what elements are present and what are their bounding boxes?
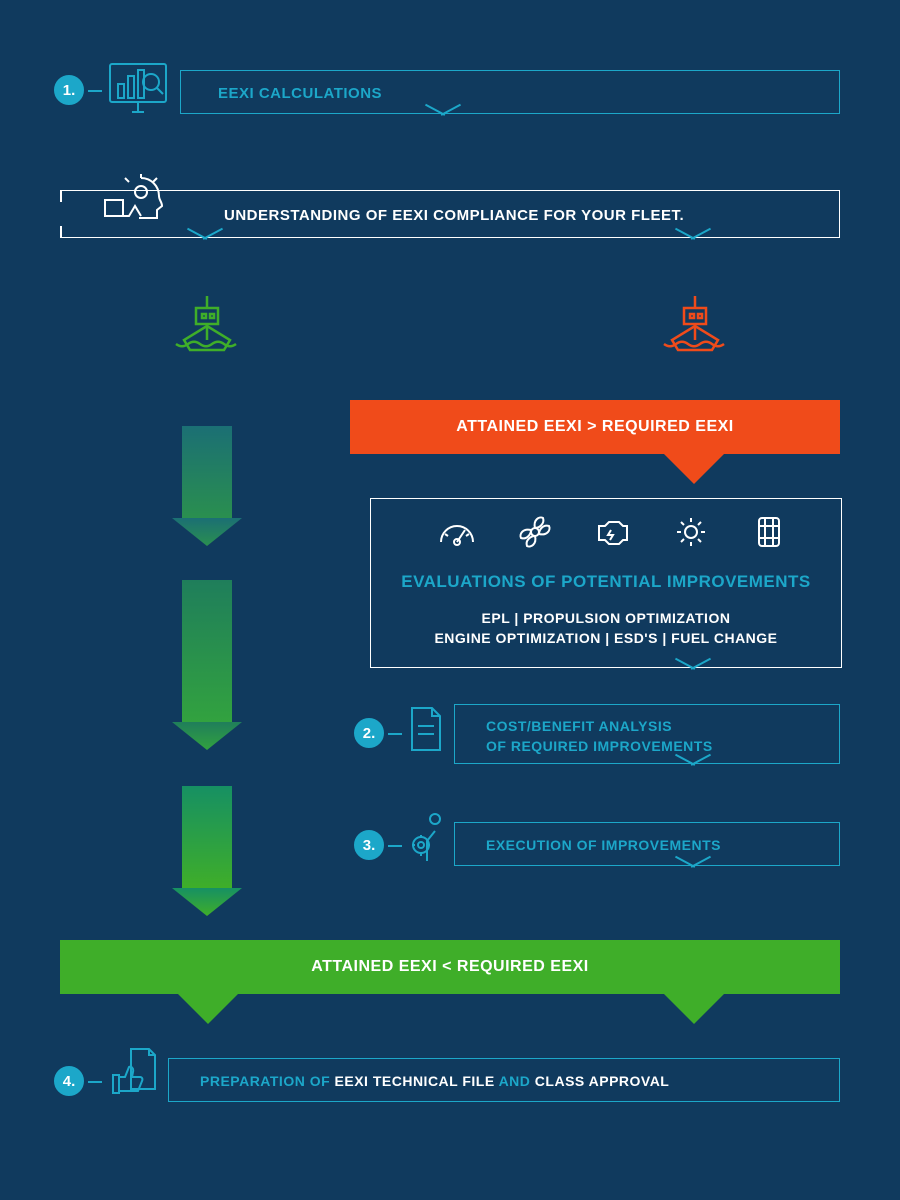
green-arrow-3 <box>172 786 242 916</box>
evaluations-line1: EPL | PROPULSION OPTIMIZATION <box>370 610 842 626</box>
step-3-label: EXECUTION OF IMPROVEMENTS <box>486 837 721 853</box>
understanding-right-connector <box>673 228 713 248</box>
analytics-chart-icon <box>104 58 172 116</box>
gear-icon <box>666 510 716 554</box>
step-2-label-l1: COST/BENEFIT ANALYSIS <box>486 718 672 734</box>
engine-icon <box>588 510 638 554</box>
step-2-label-l2: OF REQUIRED IMPROVEMENTS <box>486 738 713 754</box>
evaluations-title: EVALUATIONS OF POTENTIAL IMPROVEMENTS <box>370 572 842 592</box>
document-icon <box>404 702 448 756</box>
green-banner: ATTAINED EEXI < REQUIRED EEXI <box>60 940 840 994</box>
step4-mid: AND <box>495 1073 535 1089</box>
green-banner-text: ATTAINED EEXI < REQUIRED EEXI <box>311 958 589 976</box>
person-gear-icon <box>404 808 452 866</box>
barrel-icon <box>744 510 794 554</box>
understanding-label: UNDERSTANDING OF EEXI COMPLIANCE FOR YOU… <box>224 207 684 224</box>
thumbs-doc-icon <box>104 1042 162 1102</box>
step4-pre: PREPARATION OF <box>200 1073 335 1089</box>
step4-b2: CLASS APPROVAL <box>535 1073 670 1089</box>
gauge-icon <box>432 510 482 554</box>
step1-connector <box>423 104 463 124</box>
green-ship-icon <box>164 290 250 370</box>
orange-banner-text: ATTAINED EEXI > REQUIRED EEXI <box>456 418 734 436</box>
orange-ship-icon <box>652 290 738 370</box>
understanding-left-connector <box>185 228 225 248</box>
orange-banner: ATTAINED EEXI > REQUIRED EEXI <box>350 400 840 454</box>
step4-b1: EEXI TECHNICAL FILE <box>335 1073 495 1089</box>
propeller-icon <box>510 510 560 554</box>
orange-banner-arrow <box>664 454 724 484</box>
step-2-badge: 2. <box>352 716 386 750</box>
step2-connector <box>673 754 713 774</box>
evaluations-line2: ENGINE OPTIMIZATION | ESD'S | FUEL CHANG… <box>370 630 842 646</box>
step-1-label: EEXI CALCULATIONS <box>218 85 382 102</box>
step-1-badge: 1. <box>52 73 86 107</box>
green-arrow-1 <box>172 426 242 546</box>
step-4-number: 4. <box>63 1073 76 1090</box>
step3-connector <box>673 856 713 876</box>
green-arrow-2 <box>172 580 242 750</box>
step-4-label: PREPARATION OF EEXI TECHNICAL FILE AND C… <box>200 1073 669 1089</box>
green-banner-arrow-left <box>178 994 238 1024</box>
step-3-badge: 3. <box>352 828 386 862</box>
eval-connector <box>673 658 713 678</box>
step-3-number: 3. <box>363 837 376 854</box>
step-4-badge: 4. <box>52 1064 86 1098</box>
step-1-number: 1. <box>63 82 76 99</box>
step-2-number: 2. <box>363 725 376 742</box>
green-banner-arrow-right <box>664 994 724 1024</box>
step-2-box <box>454 704 840 764</box>
